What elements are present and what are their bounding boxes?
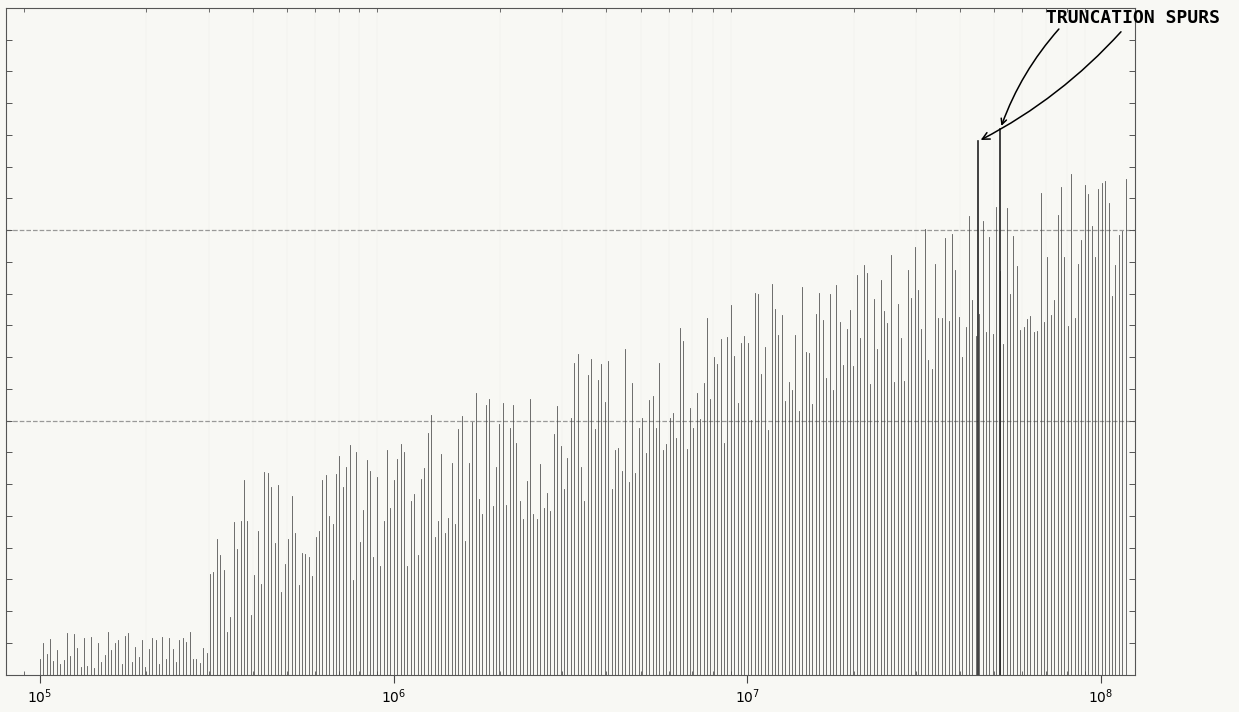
Text: TRUNCATION SPURS: TRUNCATION SPURS <box>983 9 1220 139</box>
